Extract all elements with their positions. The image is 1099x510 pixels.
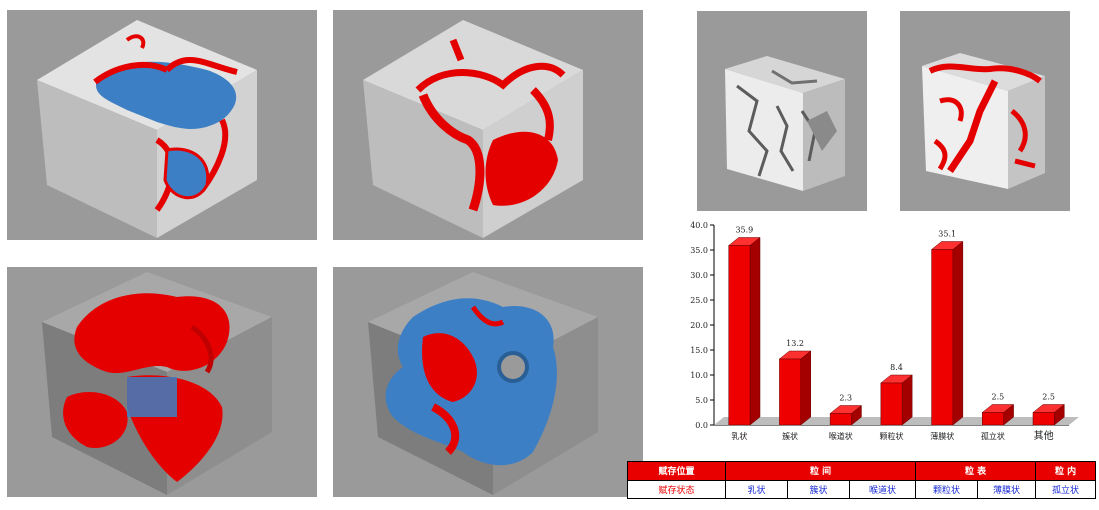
- render-panel-6: [900, 11, 1070, 211]
- y-tick-label: 35.0: [690, 246, 708, 255]
- x-tick-label: 孤立状: [981, 431, 1005, 441]
- render-panel-1: [7, 10, 317, 240]
- table-row: 赋存状态 乳状 簇状 喉道状 颗粒状 薄膜状 孤立状: [627, 479, 1097, 499]
- table-cell: 簇状: [787, 479, 850, 499]
- table-header-cell: 粒 间: [724, 461, 917, 481]
- bar-chart-svg: 0.0 5.0 10.0 15.0 20.0 25.0 30.0 35.0 40.0 35.9 乳状…: [690, 221, 1079, 442]
- table-header-cell: 赋存位置: [627, 461, 726, 481]
- bar-side: [901, 374, 913, 426]
- occurrence-table: 赋存位置 粒 间 粒 表 粒 内 赋存状态 乳状 簇状 喉道状 颗粒状 薄膜状 …: [627, 461, 1097, 499]
- bar-value-label: 13.2: [786, 339, 804, 348]
- table-cell: 颗粒状: [915, 479, 979, 499]
- render-panel-4: [333, 267, 643, 497]
- x-tick-label: 乳状: [731, 431, 747, 441]
- bar: [779, 358, 801, 426]
- bar-side: [800, 350, 811, 426]
- y-tick-label: 15.0: [690, 346, 708, 355]
- bar: [880, 382, 903, 426]
- x-tick-label: 薄膜状: [930, 431, 954, 441]
- table-cell: 孤立状: [1035, 479, 1097, 499]
- bar: [931, 249, 954, 426]
- bar-value-label: 8.4: [890, 363, 903, 372]
- x-tick-label: 颗粒状: [880, 431, 904, 441]
- y-tick-label: 40.0: [690, 221, 708, 230]
- table-cell: 赋存状态: [627, 479, 726, 499]
- y-tick-label: 0.0: [695, 421, 708, 430]
- x-tick-label: 簇状: [782, 431, 798, 441]
- table-header-cell: 粒 内: [1035, 461, 1097, 481]
- bar-chart: 0.0 5.0 10.0 15.0 20.0 25.0 30.0 35.0 40.0 35.9 乳状…: [676, 213, 1096, 461]
- bar: [829, 413, 852, 426]
- bar-value-label: 35.9: [735, 226, 753, 235]
- bar: [728, 245, 751, 426]
- render-panel-2: [333, 10, 643, 240]
- y-tick-label: 20.0: [690, 321, 708, 330]
- table-cell: 乳状: [725, 479, 788, 499]
- bar-value-label: 35.1: [938, 230, 956, 239]
- y-tick-label: 5.0: [695, 396, 708, 405]
- bar: [982, 412, 1004, 426]
- y-tick-label: 30.0: [690, 271, 708, 280]
- render-panel-5: [697, 11, 867, 211]
- x-tick-label: 喉道状: [829, 431, 853, 441]
- bar-side: [952, 240, 964, 426]
- y-tick-label: 10.0: [690, 371, 708, 380]
- bar: [1032, 412, 1055, 426]
- table-cell: 喉道状: [848, 479, 917, 499]
- table-header-row: 赋存位置 粒 间 粒 表 粒 内: [627, 461, 1097, 481]
- bar-value-label: 2.5: [1042, 393, 1055, 402]
- x-tick-label: 其他: [1034, 429, 1054, 442]
- bar-value-label: 2.5: [992, 393, 1005, 402]
- table-cell: 薄膜状: [977, 479, 1037, 499]
- render-panel-3: [7, 267, 317, 497]
- bar-side: [749, 236, 761, 426]
- table-header-cell: 粒 表: [915, 461, 1037, 481]
- bar-value-label: 2.3: [839, 394, 852, 403]
- y-tick-label: 25.0: [690, 296, 708, 305]
